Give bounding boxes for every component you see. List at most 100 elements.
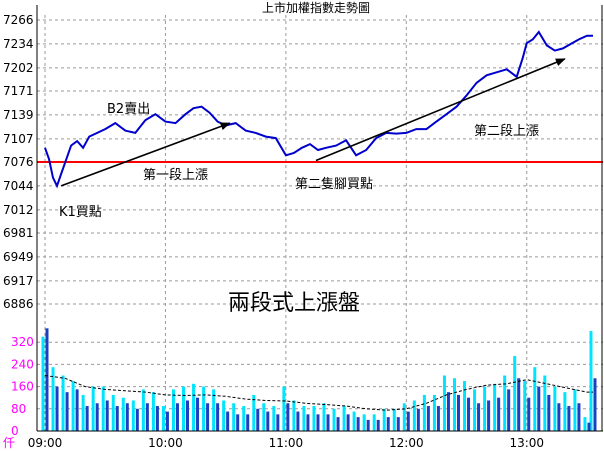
- price-tick-label: 7012: [3, 203, 34, 217]
- volume-bar-active: [442, 375, 446, 431]
- volume-bar: [316, 414, 320, 431]
- volume-bar-active: [322, 403, 326, 431]
- volume-bar: [487, 400, 491, 431]
- volume-bar-active: [141, 389, 145, 431]
- volume-bar-active: [332, 408, 336, 431]
- volume-bar-active: [101, 386, 105, 431]
- volume-bar: [105, 400, 109, 431]
- volume-bar-active: [302, 406, 306, 431]
- volume-bar: [95, 403, 99, 431]
- volume-bar: [175, 403, 179, 431]
- price-tick-label: 6917: [3, 274, 34, 288]
- first-rise-arrow: [60, 122, 231, 187]
- volume-bar-active: [312, 406, 316, 431]
- annotation-b2-sell: B2賣出: [107, 102, 150, 117]
- volume-bars: [41, 328, 597, 431]
- price-tick-label: 7266: [3, 13, 34, 27]
- volume-bar: [55, 386, 59, 431]
- volume-bar: [336, 417, 340, 431]
- volume-bar: [296, 411, 300, 431]
- index-price-line: [44, 30, 593, 189]
- volume-bar-active: [513, 356, 517, 431]
- volume-average-line: [44, 375, 593, 411]
- volume-bar: [366, 419, 370, 431]
- price-tick-label: 7139: [3, 108, 34, 122]
- volume-bar-active: [222, 400, 226, 431]
- tick-labels: 7266 7234 7202 7171 7139 7107 7076 7044 7012 6981…: [3, 13, 544, 450]
- volume-bar: [196, 397, 200, 431]
- price-tick-label: 7171: [3, 84, 34, 98]
- volume-unit-label: 仟: [3, 436, 15, 450]
- time-tick-label: 13:00: [509, 436, 544, 450]
- volume-bar-active: [292, 400, 296, 431]
- price-tick-label: 7234: [3, 37, 34, 51]
- volume-bar: [306, 414, 310, 431]
- volume-bar: [477, 403, 481, 431]
- volume-bar-active: [111, 394, 115, 431]
- volume-bar: [186, 400, 190, 431]
- volume-bar-active: [553, 386, 557, 431]
- volume-bar-active: [589, 331, 593, 431]
- volume-bar-active: [473, 389, 477, 431]
- volume-bar-active: [121, 397, 125, 431]
- annotation-pattern-name: 兩段式上漲盤: [228, 291, 360, 316]
- volume-bar-active: [573, 389, 577, 431]
- annotation-first-rise: 第一段上漲: [143, 168, 208, 183]
- volume-bar-active: [563, 392, 567, 431]
- volume-bar-active: [61, 375, 65, 431]
- volume-bar-active: [382, 408, 386, 431]
- volume-bar-active: [392, 408, 396, 431]
- time-tick-label: 11:00: [269, 436, 304, 450]
- volume-bar: [436, 406, 440, 431]
- volume-bar-active: [171, 389, 175, 431]
- volume-bar: [446, 392, 450, 431]
- volume-bar: [527, 397, 531, 431]
- volume-bar-active: [262, 403, 266, 431]
- trend-arrows: [60, 58, 566, 187]
- time-tick-label: 12:00: [389, 436, 424, 450]
- volume-bar: [396, 417, 400, 431]
- time-tick-label: 09:00: [28, 436, 63, 450]
- volume-bar-active: [533, 367, 537, 431]
- volume-bar-active: [252, 394, 256, 431]
- volume-bar-active: [583, 417, 587, 431]
- volume-bar: [416, 408, 420, 431]
- volume-bar-active: [483, 386, 487, 431]
- volume-bar: [65, 392, 69, 431]
- price-tick-label: 7076: [3, 155, 34, 169]
- volume-bar: [246, 414, 250, 431]
- second-rise-arrow: [315, 58, 566, 162]
- volume-bar: [507, 389, 511, 431]
- volume-bar-active: [71, 381, 75, 431]
- volume-tick-label: 240: [11, 357, 34, 371]
- volume-bar-active: [161, 406, 165, 431]
- volume-bar: [406, 411, 410, 431]
- volume-bar-active: [422, 394, 426, 431]
- volume-bar: [256, 408, 260, 431]
- volume-bar: [557, 403, 561, 431]
- price-tick-label: 6949: [3, 250, 34, 264]
- volume-bar: [577, 403, 581, 431]
- volume-bar: [216, 403, 220, 431]
- volume-bar-active: [432, 394, 436, 431]
- volume-bar: [135, 408, 139, 431]
- volume-bar-active: [242, 406, 246, 431]
- volume-bar-active: [151, 392, 155, 431]
- annotation-k1-buy: K1買點: [59, 205, 102, 220]
- volume-bar: [456, 394, 460, 431]
- volume-bar: [346, 414, 350, 431]
- volume-bar-active: [232, 403, 236, 431]
- volume-bar-active: [372, 414, 376, 431]
- volume-bar-active: [463, 381, 467, 431]
- volume-bar-active: [282, 386, 286, 431]
- volume-bar-active: [543, 375, 547, 431]
- volume-bar: [85, 406, 89, 431]
- chart-title: 上市加權指數走勢圖: [262, 0, 370, 15]
- volume-bar: [426, 406, 430, 431]
- price-tick-label: 6886: [3, 297, 34, 311]
- volume-bar-active: [523, 381, 527, 431]
- volume-bar-active: [362, 414, 366, 431]
- volume-bar: [593, 378, 597, 431]
- volume-bar: [125, 403, 129, 431]
